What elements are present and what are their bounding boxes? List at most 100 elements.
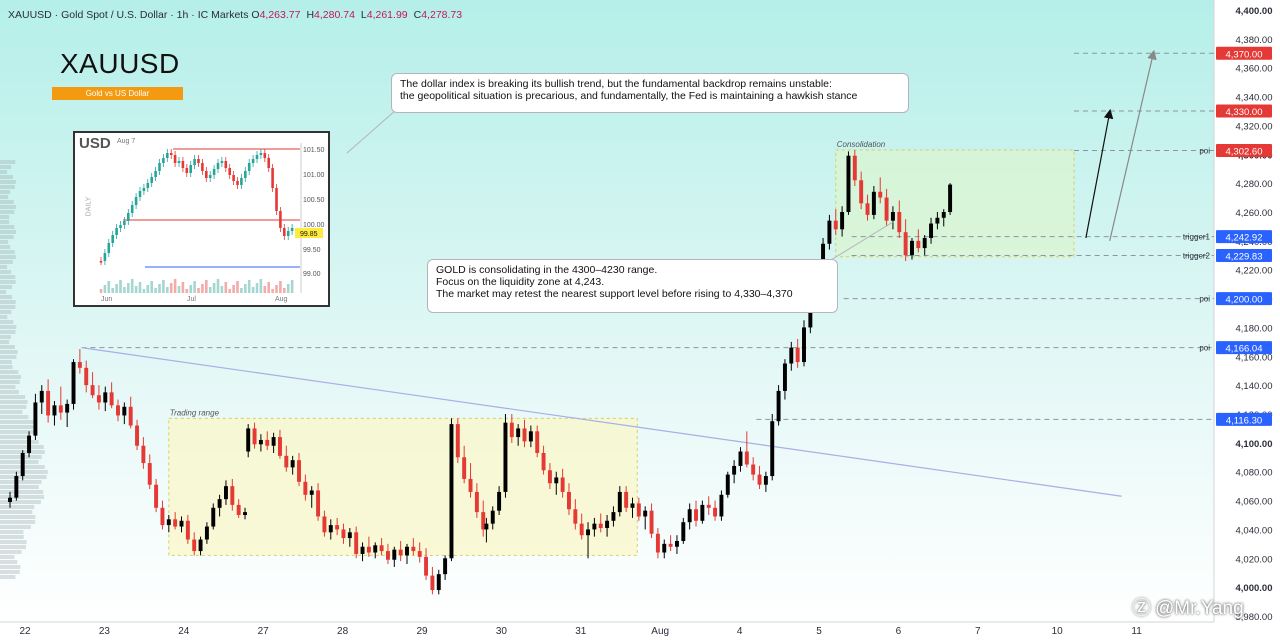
candle-body [322, 516, 327, 533]
volume-profile-bar [0, 520, 36, 524]
candle-body [528, 431, 533, 442]
candle-body [230, 486, 235, 505]
candle-body [573, 509, 578, 524]
inset-volume-bar [169, 283, 173, 293]
inset-candle-body [275, 188, 278, 211]
inset-volume-bar [240, 288, 243, 293]
inset-candle-body [236, 181, 239, 185]
time-tick-label: Aug [651, 626, 669, 637]
volume-profile-bar [0, 205, 16, 209]
inset-candle-body [290, 228, 294, 231]
symbol-header: XAUUSD · Gold Spot / U.S. Dollar · 1h · … [8, 9, 463, 21]
inset-candle-body [267, 158, 270, 168]
price-tick-label: 4,340.00 [1236, 93, 1273, 104]
inset-candle-body [103, 253, 107, 261]
inset-candle-body [169, 153, 173, 155]
volume-profile-bar [0, 325, 17, 329]
candle-body [598, 523, 603, 528]
inset-candle-body [166, 153, 169, 158]
volume-profile-bar [0, 345, 15, 349]
inset-volume-bar [255, 283, 259, 293]
inset-candles [99, 149, 294, 265]
high-label: H [306, 9, 315, 21]
candle-body [135, 425, 140, 446]
candle-body [392, 549, 397, 560]
extended-target-arrow [1109, 49, 1157, 241]
candle-body [700, 504, 705, 521]
inset-candle-body [127, 213, 130, 221]
candle-body [738, 451, 743, 466]
candle-body [271, 437, 276, 446]
candle-body [541, 452, 546, 471]
inset-title: USD [79, 135, 111, 152]
candle-body [173, 519, 178, 527]
candle-body [674, 540, 679, 547]
candle-body [46, 390, 51, 416]
candle-body [554, 477, 559, 484]
inset-candle-body [154, 171, 157, 177]
candle-body [284, 455, 289, 468]
candle-body [33, 402, 38, 436]
price-level-badge [1216, 341, 1272, 355]
time-tick-label: 23 [99, 626, 111, 637]
candle-body [290, 460, 295, 468]
volume-profile-bar [0, 535, 24, 539]
inset-volume-bar [228, 289, 231, 293]
open-value: 4,263.77 [259, 9, 301, 21]
volume-profile-bar [0, 195, 9, 199]
volume-profile-bar [0, 395, 25, 399]
volume-profile-bar [0, 285, 13, 289]
author-credit: Ⓩ @Mr.Yang [1128, 593, 1244, 620]
trading-range-label: Trading range [170, 408, 220, 417]
volume-profile-bar [0, 525, 31, 529]
time-tick-label: 24 [178, 626, 190, 637]
high-value: 4,280.74 [314, 9, 355, 21]
volume-profile-bar [0, 350, 18, 354]
candle-body [223, 486, 228, 500]
volume-profile-bar [0, 190, 11, 194]
inset-candle-body [142, 188, 146, 191]
inset-candle-body [205, 171, 208, 178]
time-tick-label: 30 [496, 626, 508, 637]
inset-candle-body [263, 153, 267, 158]
gold-analysis-note[interactable]: GOLD is consolidating in the 4300–4230 r… [427, 259, 838, 313]
volume-profile-bar [0, 245, 11, 249]
volume-profile-bar [0, 385, 16, 389]
candle-body [65, 403, 70, 413]
inset-candle-body [255, 155, 259, 159]
interval[interactable]: 1h [176, 9, 189, 21]
inset-volume-bar [267, 282, 270, 293]
candle-body [859, 180, 864, 204]
candle-body [878, 191, 883, 198]
candle-body [455, 424, 460, 458]
symbol-name[interactable]: XAUUSD [8, 9, 52, 21]
volume-profile-bar [0, 180, 16, 184]
inset-candle-body [173, 155, 177, 163]
dollar-index-note[interactable]: The dollar index is breaking its bullish… [391, 73, 909, 113]
inset-candle-body [247, 163, 251, 171]
candle-body [116, 405, 120, 416]
time-tick-label: 6 [896, 626, 902, 637]
candle-body [713, 507, 718, 517]
inset-candle-body [115, 228, 118, 235]
inset-volume-bar [201, 284, 204, 293]
candle-body [611, 512, 616, 521]
volume-profile-bar [0, 540, 27, 544]
volume-profile-bar [0, 330, 16, 334]
trend-line [81, 347, 1122, 497]
candle-body [821, 243, 826, 267]
candle-body [852, 155, 857, 181]
inset-volume-bar [173, 279, 177, 293]
time-tick-label: 31 [575, 626, 587, 637]
inset-volume-bar [138, 282, 142, 293]
volume-profile-bar [0, 420, 35, 424]
price-tick-label: 4,220.00 [1236, 266, 1273, 277]
inset-volume-bar [162, 280, 165, 293]
candle-body [303, 481, 308, 495]
inset-candle-body [130, 205, 134, 213]
inset-current-badge [295, 228, 323, 238]
inset-volume-bar [220, 286, 224, 293]
price-tick-label: 4,280.00 [1236, 179, 1273, 190]
price-level-value: 4,370.00 [1226, 49, 1263, 60]
inset-volume-bar [275, 285, 278, 293]
